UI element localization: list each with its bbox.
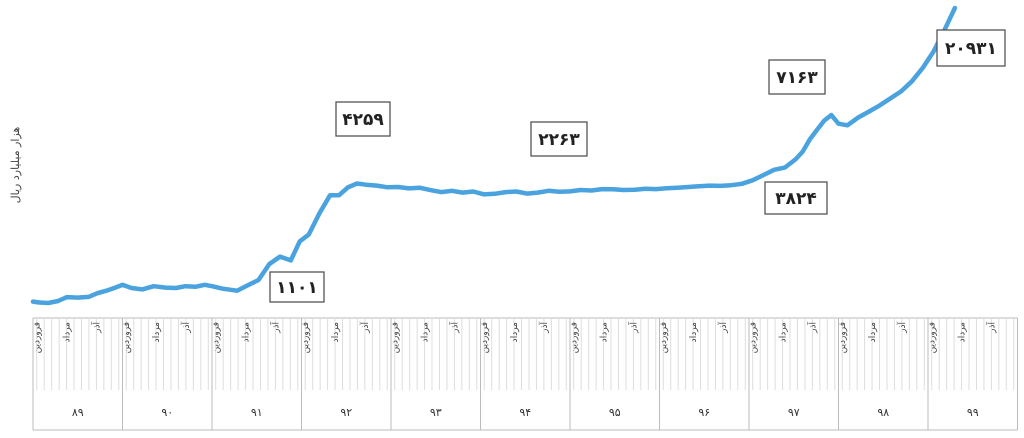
year-label: ۹۵ [609,406,621,419]
year-label: ۹۱ [251,406,263,419]
month-label: آذر [627,322,639,334]
month-label: فروردین [33,322,43,353]
month-label: فروردین [659,322,669,353]
month-label: آذر [806,322,818,334]
month-label: فروردین [570,322,580,353]
year-label: ۸۹ [72,406,84,419]
callout-frame [335,101,391,137]
callout-box: ۲۰۹۳۱ [936,29,1006,67]
callout-label: ۲۲۶۳ [538,130,580,150]
callout-frame [269,271,325,303]
callout-box: ۳۸۲۴ [764,181,828,215]
callout-label: ۷۱۶۳ [776,68,818,88]
month-label: مرداد [600,322,610,342]
year-label: ۹۶ [698,406,710,419]
month-label: آذر [90,322,102,334]
data-callouts: ۱۱۰۱ ۴۲۵۹ ۲۲۶۳ ۳۸۲۴ ۷۱۶۳ ۲۰۹۳۱ [269,29,1006,303]
callout-frame [768,59,826,95]
month-label: آذر [269,322,281,334]
month-label: فروردین [301,322,311,353]
month-label: فروردین [480,322,490,353]
month-label: مرداد [958,322,968,342]
month-label: فروردین [838,322,848,353]
month-label: مرداد [510,322,520,342]
year-label: ۹۸ [877,406,889,419]
callout-box: ۱۱۰۱ [269,271,325,303]
callout-frame [530,121,588,157]
x-axis: فروردین مرداد آذر ۸۹ فروردین مرداد آذر ۹۰ فروردی… [32,317,1018,431]
month-label: فروردین [212,322,222,353]
y-axis-label: هزار میلیارد ریال [9,126,22,203]
month-label: مرداد [63,322,73,342]
callout-label: ۲۰۹۳۱ [945,39,997,59]
callout-label: ۱۱۰۱ [276,278,318,298]
month-label: آذر [717,322,729,334]
month-label: فروردین [391,322,401,353]
year-label: ۹۲ [340,406,352,419]
month-label: آذر [448,322,460,334]
callout-label: ۳۸۲۴ [775,189,817,209]
callout-box: ۴۲۵۹ [335,101,391,137]
year-label: ۹۰ [161,406,173,419]
month-label: آذر [359,322,371,334]
month-label: آذر [180,322,192,334]
callout-frame [764,181,828,215]
month-label: مرداد [242,322,252,342]
month-label: مرداد [779,322,789,342]
callout-box: ۲۲۶۳ [530,121,588,157]
year-label: ۹۳ [430,406,442,419]
month-label: آذر [538,322,550,334]
month-label: مرداد [152,322,162,342]
month-label: آذر [896,322,908,334]
month-label: مرداد [868,322,878,342]
year-label: ۹۹ [967,406,979,419]
callout-box: ۷۱۶۳ [768,59,826,95]
year-label: ۹۷ [788,406,800,419]
year-label: ۹۴ [519,406,531,419]
month-label: فروردین [749,322,759,353]
callout-frame [936,29,1006,67]
series-line [30,5,958,306]
month-label: مرداد [331,322,341,342]
month-label: فروردین [122,322,132,353]
month-label: مرداد [689,322,699,342]
callout-label: ۴۲۵۹ [342,110,384,130]
month-label: آذر [985,322,997,334]
month-label: مرداد [421,322,431,342]
month-label: فروردین [928,322,938,353]
